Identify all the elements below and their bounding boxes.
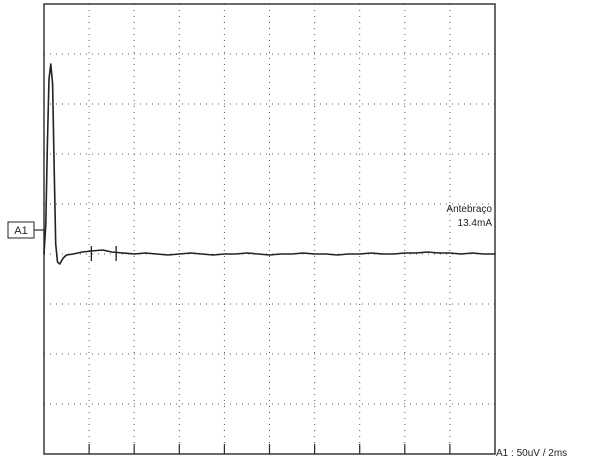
cursor-markers <box>90 246 117 261</box>
signal-trace <box>43 63 496 265</box>
scale-label: A1 : 50uV / 2ms <box>496 448 567 459</box>
bottom-ticks <box>88 444 451 454</box>
plot-frame <box>43 3 496 455</box>
annotation-title: Antebraço <box>446 204 492 215</box>
channel-marker-label: A1 <box>14 225 27 237</box>
channel-marker: A1 <box>7 221 44 239</box>
grid <box>44 4 495 454</box>
annotation-value: 13.4mA <box>458 218 493 229</box>
